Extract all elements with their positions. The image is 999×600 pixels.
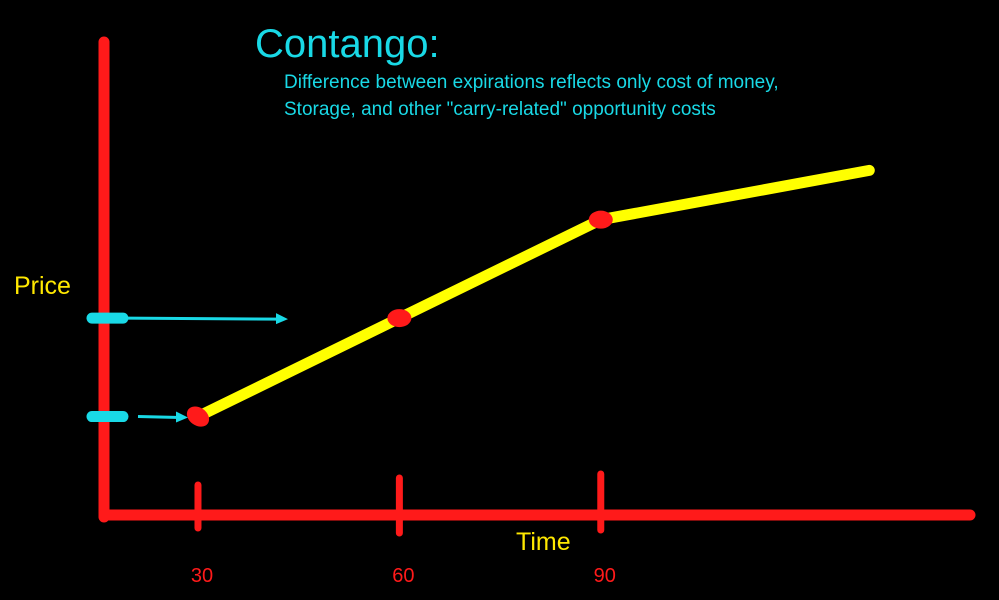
chart-title: Contango: (255, 22, 440, 66)
x-tick-label-30: 30 (191, 565, 213, 587)
y-axis-label: Price (14, 272, 71, 300)
price-arrow-head-1 (176, 411, 188, 423)
expiration-point-90 (588, 210, 613, 229)
price-arrow-head-2 (276, 313, 288, 325)
price-arrow-shaft-1 (137, 415, 181, 420)
chart-subtitle-line-1: Difference between expirations reflects … (284, 72, 779, 93)
price-arrow-shaft-2 (125, 316, 281, 321)
x-tick-label-90: 90 (594, 565, 616, 587)
chart-subtitle-line-2: Storage, and other "carry-related" oppor… (284, 99, 716, 120)
x-tick-label-60: 60 (392, 565, 414, 587)
expiration-point-30 (186, 406, 210, 427)
contango-curve (192, 164, 875, 423)
expiration-point-60 (387, 309, 412, 328)
x-axis-label: Time (516, 528, 571, 556)
